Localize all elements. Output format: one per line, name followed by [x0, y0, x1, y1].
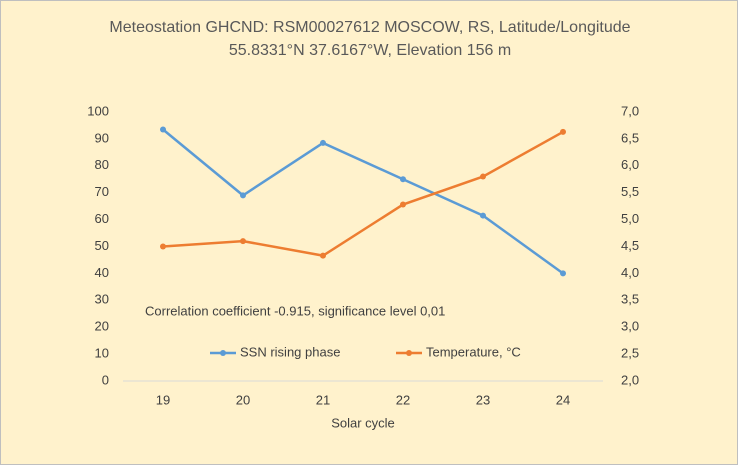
point [400, 201, 406, 208]
chart-title: Meteostation GHCND: RSM00027612 MOSCOW, … [109, 19, 630, 36]
y-tick-label: 70 [95, 184, 109, 199]
point [480, 173, 486, 180]
y-tick-label: 100 [87, 103, 109, 118]
y2-tick-label: 4,0 [621, 265, 639, 280]
y2-tick-label: 2,0 [621, 372, 639, 387]
legend-label: SSN rising phase [240, 344, 340, 359]
point [480, 212, 486, 219]
point [240, 192, 246, 199]
y2-tick-label: 4,5 [621, 238, 639, 253]
y-tick-label: 30 [95, 292, 109, 307]
x-tick-label: 19 [156, 392, 170, 407]
y2-tick-label: 5,5 [621, 184, 639, 199]
x-tick-label: 20 [236, 392, 250, 407]
annotation: Correlation coefficient -0.915, signific… [145, 303, 445, 318]
y2-tick-label: 3,0 [621, 319, 639, 334]
y2-tick-label: 6,0 [621, 157, 639, 172]
point [240, 238, 246, 245]
point [560, 270, 566, 277]
point [320, 139, 326, 146]
y-tick-label: 50 [95, 238, 109, 253]
x-tick-label: 24 [556, 392, 570, 407]
y2-tick-label: 5,0 [621, 211, 639, 226]
point [160, 126, 166, 133]
y-tick-label: 20 [95, 319, 109, 334]
y2-tick-label: 2,5 [621, 346, 639, 361]
y-tick-label: 60 [95, 211, 109, 226]
x-tick-label: 21 [316, 392, 330, 407]
point [320, 252, 326, 259]
y-tick-label: 0 [102, 372, 109, 387]
y2-tick-label: 6,5 [621, 130, 639, 145]
x-axis-label: Solar cycle [331, 415, 395, 430]
y-tick-label: 10 [95, 346, 109, 361]
point [400, 176, 406, 183]
y2-tick-label: 3,5 [621, 292, 639, 307]
legend-label: Temperature, °C [426, 344, 521, 359]
chart-title: 55.8331°N 37.6167°W, Elevation 156 m [229, 42, 511, 59]
series-line [162, 130, 564, 257]
y-tick-label: 80 [95, 157, 109, 172]
x-tick-label: 23 [476, 392, 490, 407]
series-line [162, 128, 564, 275]
y-tick-label: 40 [95, 265, 109, 280]
legend-marker [406, 350, 412, 356]
y2-tick-label: 7,0 [621, 103, 639, 118]
legend-marker [220, 350, 226, 356]
point [560, 128, 566, 135]
y-tick-label: 90 [95, 130, 109, 145]
point [160, 243, 166, 250]
x-tick-label: 22 [396, 392, 410, 407]
